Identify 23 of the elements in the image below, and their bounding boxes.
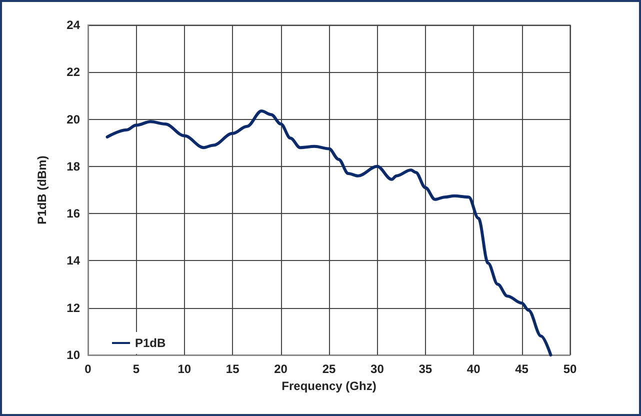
x-tick-label: 50: [563, 362, 577, 376]
y-tick-label: 12: [66, 300, 80, 315]
x-tick-label: 0: [84, 362, 92, 376]
x-tick-label: 45: [515, 362, 529, 376]
x-tick-label: 5: [132, 362, 140, 376]
x-axis-title: Frequency (Ghz): [282, 378, 376, 393]
line-series: [106, 110, 552, 356]
y-tick-label: 16: [66, 206, 80, 221]
y-tick-label: 10: [66, 348, 80, 362]
x-tick-label: 10: [178, 362, 192, 376]
x-tick-label: 15: [226, 362, 240, 376]
x-tick-label: 40: [466, 362, 481, 376]
y-axis-title: P1dB (dBm): [35, 156, 49, 224]
legend-label: P1dB: [135, 336, 166, 350]
y-tick-label: 24: [66, 18, 80, 32]
y-tick-label: 22: [66, 65, 80, 80]
y-tick-label: 14: [66, 254, 80, 268]
x-tick-label: 25: [322, 362, 336, 376]
y-tick-label: 20: [66, 112, 80, 126]
x-tick-label: 35: [418, 362, 432, 376]
y-tick-label: 18: [66, 159, 80, 174]
x-tick-label: 30: [370, 362, 384, 376]
x-tick-label: 20: [274, 362, 288, 376]
